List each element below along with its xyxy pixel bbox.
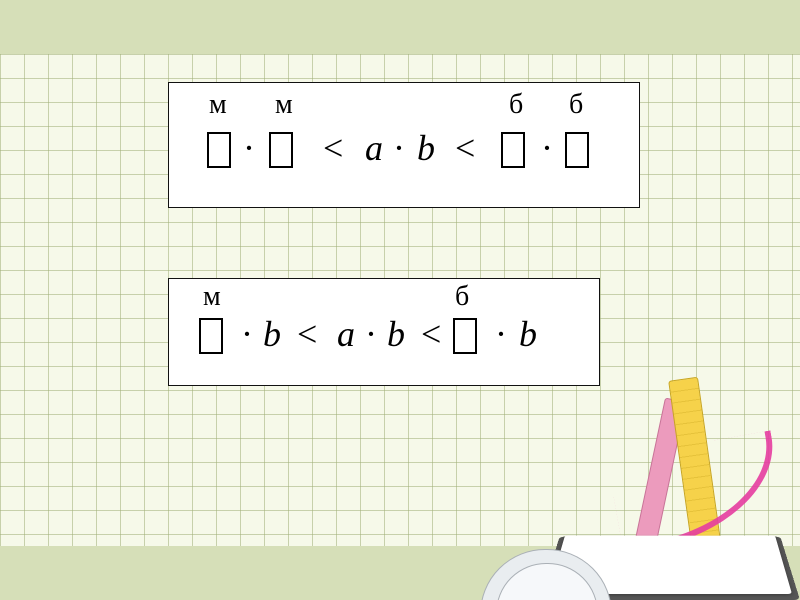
top-band — [0, 0, 800, 54]
formula-token: · — [241, 313, 253, 355]
superscript-label: б — [455, 281, 469, 313]
formula-token: · — [393, 127, 405, 169]
formula-token: b — [263, 313, 281, 355]
superscript-label: б — [569, 89, 583, 121]
superscript-label: м — [275, 89, 293, 121]
formula-token: < — [297, 313, 317, 355]
formula-token: · — [541, 127, 553, 169]
math-tools-decor — [490, 380, 800, 600]
formula-token: < — [421, 313, 441, 355]
superscript-label: б — [509, 89, 523, 121]
formula-token: < — [323, 127, 343, 169]
slide: ммбб·<a·b<· мб·b<a·b<·b — [0, 0, 800, 600]
blank-box-icon — [501, 129, 525, 171]
superscript-label: м — [203, 281, 221, 313]
formula-token: a — [337, 313, 355, 355]
formula-token: b — [387, 313, 405, 355]
blank-box-icon — [453, 315, 477, 357]
formula-box-2: мб·b<a·b<·b — [168, 278, 600, 386]
formula-1: ммбб·<a·b<· — [169, 83, 639, 207]
formula-token: b — [519, 313, 537, 355]
blank-box-icon — [199, 315, 223, 357]
superscript-label: м — [209, 89, 227, 121]
formula-token: · — [243, 127, 255, 169]
blank-box-icon — [565, 129, 589, 171]
blank-box-icon — [269, 129, 293, 171]
blank-box-icon — [207, 129, 231, 171]
formula-token: < — [455, 127, 475, 169]
formula-box-1: ммбб·<a·b<· — [168, 82, 640, 208]
formula-token: b — [417, 127, 435, 169]
formula-2: мб·b<a·b<·b — [169, 279, 599, 385]
formula-token: · — [365, 313, 377, 355]
formula-token: a — [365, 127, 383, 169]
formula-token: · — [495, 313, 507, 355]
